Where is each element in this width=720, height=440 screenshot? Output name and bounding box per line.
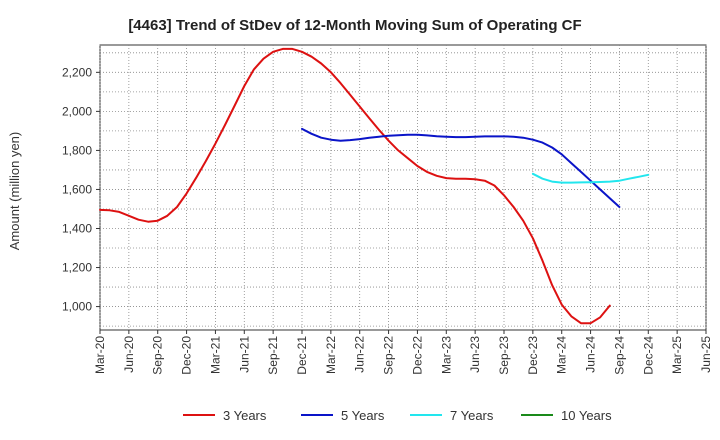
legend-label-7-years: 7 Years <box>450 408 494 423</box>
series-line-3-years <box>99 47 611 325</box>
x-tick-label: Mar-21 <box>208 336 222 374</box>
x-tick-label: Mar-23 <box>439 336 453 374</box>
x-tick-label: Mar-20 <box>93 336 107 374</box>
legend-label-10-years: 10 Years <box>561 408 612 423</box>
x-axis: Mar-20 Jun-20 Sep-20 Dec-20 Mar-21 Jun-21 Sep-… <box>93 330 713 375</box>
x-tick-label: Dec-24 <box>641 336 655 375</box>
x-tick-label: Jun-25 <box>699 336 713 373</box>
legend: 3 Years 5 Years 7 Years 10 Years <box>183 408 612 423</box>
x-tick-label: Jun-20 <box>122 336 136 373</box>
y-tick-label: 1,000 <box>62 300 92 314</box>
y-axis-label: Amount (million yen) <box>7 132 22 251</box>
x-tick-label: Mar-25 <box>670 336 684 374</box>
x-tick-label: Sep-20 <box>151 336 165 375</box>
x-tick-label: Jun-21 <box>237 336 251 373</box>
legend-label-5-years: 5 Years <box>341 408 385 423</box>
plot-frame <box>99 44 707 331</box>
y-tick-label: 1,200 <box>62 261 92 275</box>
legend-label-3-years: 3 Years <box>223 408 267 423</box>
x-tick-label: Mar-24 <box>555 336 569 374</box>
x-tick-label: Jun-22 <box>353 336 367 373</box>
chart-title: [4463] Trend of StDev of 12-Month Moving… <box>128 17 581 34</box>
x-tick-label: Sep-22 <box>382 336 396 375</box>
plot-area <box>99 44 707 331</box>
series-line-5-years <box>301 127 621 208</box>
y-tick-label: 1,600 <box>62 182 92 196</box>
grid <box>99 45 707 330</box>
x-tick-label: Dec-22 <box>410 336 424 375</box>
x-tick-label: Dec-21 <box>295 336 309 375</box>
y-tick-label: 2,000 <box>62 104 92 118</box>
y-axis: 1,000 1,200 1,400 1,600 1,800 2,000 2,200 <box>62 65 100 314</box>
x-tick-label: Dec-20 <box>180 336 194 375</box>
y-tick-label: 2,200 <box>62 65 92 79</box>
y-tick-label: 1,800 <box>62 143 92 157</box>
series-group <box>99 47 650 325</box>
x-tick-label: Mar-22 <box>324 336 338 374</box>
x-tick-label: Sep-23 <box>497 336 511 375</box>
x-tick-label: Sep-24 <box>612 336 626 375</box>
x-tick-label: Sep-21 <box>266 336 280 375</box>
x-tick-label: Jun-24 <box>584 336 598 373</box>
y-tick-label: 1,400 <box>62 221 92 235</box>
series-line-7-years <box>531 172 650 184</box>
x-tick-label: Jun-23 <box>468 336 482 373</box>
x-tick-label: Dec-23 <box>526 336 540 375</box>
